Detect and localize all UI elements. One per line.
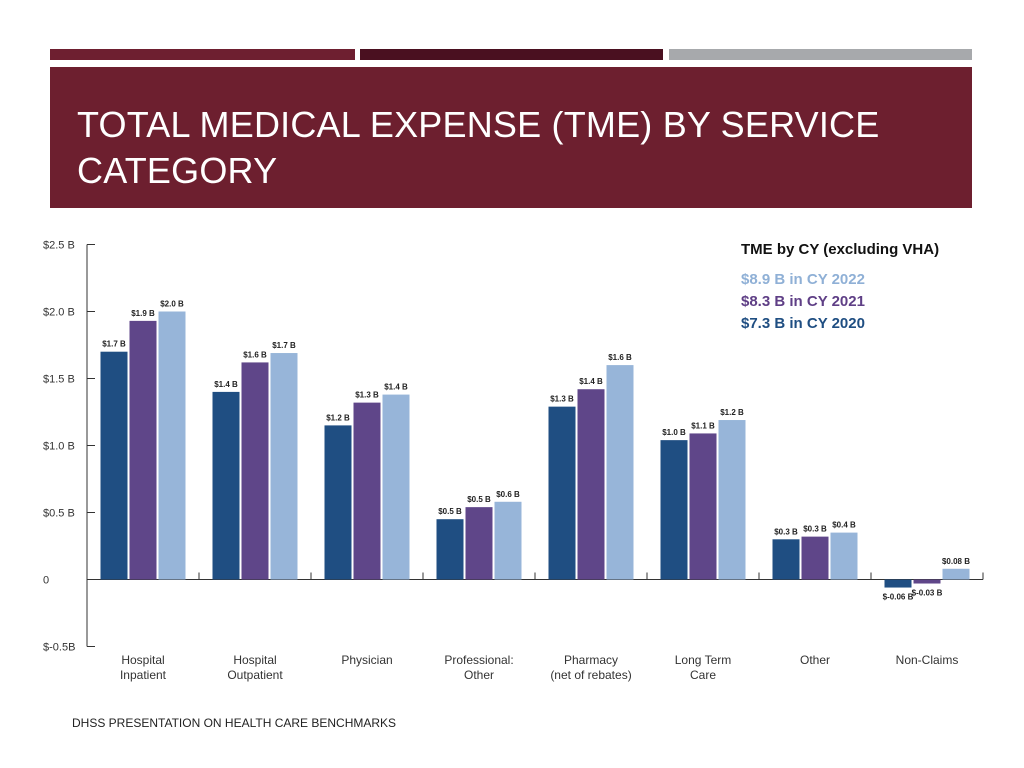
bar-cy-2021	[801, 536, 829, 580]
bar-cy-2021	[129, 320, 157, 580]
bar-cy-2021	[353, 402, 381, 580]
legend-title: TME by CY (excluding VHA)	[741, 241, 939, 258]
data-label: $1.7 B	[272, 341, 296, 350]
y-tick-label: $1.0 B	[43, 441, 75, 453]
data-label: $-0.06 B	[883, 593, 914, 602]
bar-cy-2020	[100, 351, 128, 580]
bar-cy-2021	[689, 433, 717, 580]
category-label: Physician	[341, 653, 392, 667]
bar-cy-2020	[324, 425, 352, 580]
y-tick-label: 0	[43, 575, 49, 587]
bar-cy-2021	[465, 507, 493, 580]
category-label: Other	[800, 653, 830, 667]
y-tick-label: $0.5 B	[43, 508, 75, 520]
data-label: $1.4 B	[214, 380, 238, 389]
top-stripe-3	[669, 49, 972, 60]
bar-cy-2020	[884, 579, 912, 588]
footer-text: DHSS PRESENTATION ON HEALTH CARE BENCHMA…	[72, 716, 397, 730]
y-tick-label: $2.0 B	[43, 307, 75, 319]
top-stripe-2	[360, 49, 663, 60]
data-label: $0.08 B	[942, 557, 970, 566]
data-label: $0.3 B	[803, 525, 827, 534]
data-label: $1.1 B	[691, 421, 715, 430]
bar-cy-2022	[158, 311, 186, 580]
bar-cy-2020	[212, 391, 240, 580]
bar-cy-2022	[830, 532, 858, 580]
data-label: $1.2 B	[720, 408, 744, 417]
category-label: (net of rebates)	[550, 668, 631, 682]
bar-cy-2022	[382, 394, 410, 580]
bar-cy-2022	[718, 420, 746, 580]
legend-entry: $7.3 B in CY 2020	[741, 315, 865, 332]
data-label: $0.4 B	[832, 521, 856, 530]
data-label: $1.3 B	[355, 391, 379, 400]
slide-title: TOTAL MEDICAL EXPENSE (TME) BY SERVICE C…	[77, 104, 880, 191]
category-label: Long Term	[675, 653, 731, 667]
bar-cy-2020	[660, 440, 688, 580]
category-label: Pharmacy	[564, 653, 618, 667]
title-banner: TOTAL MEDICAL EXPENSE (TME) BY SERVICE C…	[50, 67, 972, 208]
data-label: $1.9 B	[131, 309, 155, 318]
bar-cy-2022	[942, 568, 970, 580]
data-label: $1.3 B	[550, 395, 574, 404]
category-label: Non-Claims	[896, 653, 959, 667]
data-label: $0.5 B	[467, 495, 491, 504]
top-stripe-1	[50, 49, 355, 60]
category-label: Outpatient	[227, 668, 283, 682]
y-tick-label: $1.5 B	[43, 374, 75, 386]
bar-cy-2022	[606, 365, 634, 580]
data-label: $1.4 B	[384, 383, 408, 392]
data-label: $1.7 B	[102, 340, 126, 349]
bar-cy-2020	[548, 406, 576, 580]
data-label: $1.6 B	[243, 350, 267, 359]
data-label: $0.6 B	[496, 490, 520, 499]
data-label: $1.0 B	[662, 428, 686, 437]
bar-cy-2022	[494, 501, 522, 580]
category-label: Other	[464, 668, 494, 682]
bar-cy-2021	[577, 389, 605, 580]
legend-entry: $8.3 B in CY 2021	[741, 293, 865, 310]
bar-cy-2021	[913, 579, 941, 584]
data-label: $1.4 B	[579, 377, 603, 386]
data-label: $0.3 B	[774, 527, 798, 536]
data-label: $1.6 B	[608, 353, 632, 362]
category-label: Professional:	[444, 653, 513, 667]
bar-cy-2020	[436, 519, 464, 580]
category-label: Hospital	[121, 653, 164, 667]
bar-cy-2022	[270, 353, 298, 580]
data-label: $2.0 B	[160, 300, 184, 309]
bar-cy-2021	[241, 362, 269, 580]
legend-entry: $8.9 B in CY 2022	[741, 271, 865, 288]
data-label: $1.2 B	[326, 413, 350, 422]
category-label: Inpatient	[120, 668, 167, 682]
data-label: $0.5 B	[438, 507, 462, 516]
y-tick-label: $2.5 B	[43, 240, 75, 252]
bar-cy-2020	[772, 539, 800, 580]
data-label: $-0.03 B	[912, 589, 943, 598]
category-label: Hospital	[233, 653, 276, 667]
y-tick-label: $-0.5B	[43, 642, 75, 654]
category-label: Care	[690, 668, 716, 682]
